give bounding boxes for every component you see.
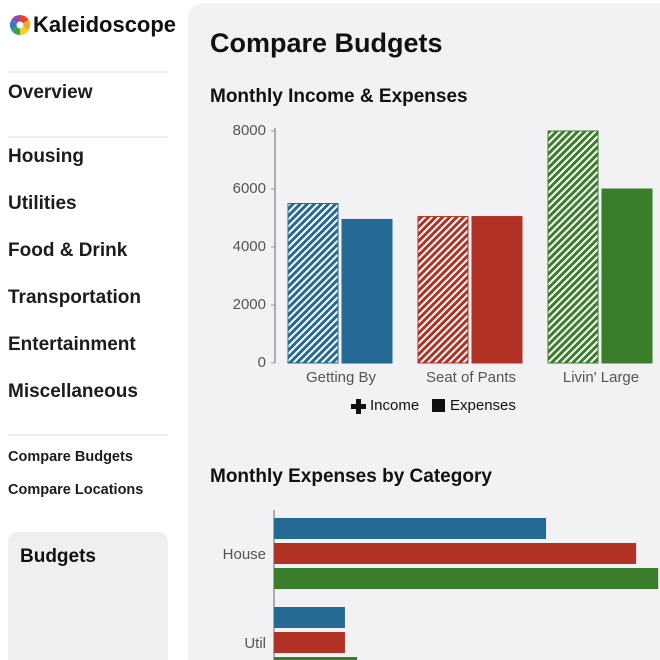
- nav-item[interactable]: Food & Drink: [8, 240, 128, 261]
- nav-item[interactable]: Housing: [8, 146, 84, 167]
- budgets-panel: [8, 532, 168, 660]
- nav-link[interactable]: Compare Locations: [8, 482, 143, 498]
- x-tick-label: Livin' Large: [563, 369, 639, 386]
- legend-icon: [432, 399, 445, 412]
- bar: [274, 607, 345, 628]
- y-tick-label: 4000: [233, 238, 266, 255]
- logo-icon: [9, 14, 31, 36]
- y-tick-label: Util: [244, 635, 266, 652]
- bar: [471, 216, 523, 364]
- nav-item[interactable]: Miscellaneous: [8, 381, 138, 402]
- sidebar: Kaleidoscope Overview Housing Utilities Fo…: [8, 12, 176, 660]
- nav-item[interactable]: Transportation: [8, 287, 141, 308]
- bar: [274, 657, 358, 660]
- bar: [417, 216, 469, 364]
- budgets-title: Budgets: [20, 546, 96, 567]
- y-tick-label: 2000: [233, 296, 266, 313]
- bar: [547, 130, 599, 364]
- page-title: Compare Budgets: [210, 28, 443, 58]
- y-tick-label: 8000: [233, 122, 266, 139]
- bar: [274, 518, 547, 539]
- nav-item[interactable]: Overview: [8, 82, 93, 103]
- y-tick-label: House: [223, 546, 266, 563]
- chart-title: Monthly Income & Expenses: [210, 86, 468, 107]
- bar: [601, 188, 653, 364]
- logo-text[interactable]: Kaleidoscope: [33, 12, 176, 37]
- nav-item[interactable]: Utilities: [8, 193, 77, 214]
- legend-label: Expenses: [450, 397, 516, 414]
- x-tick-label: Getting By: [306, 369, 377, 386]
- bar: [274, 568, 659, 589]
- y-tick-label: 0: [258, 354, 266, 371]
- bar: [274, 543, 637, 564]
- legend-icon: [351, 399, 366, 414]
- y-tick-label: 6000: [233, 180, 266, 197]
- bar: [274, 632, 345, 653]
- nav-item[interactable]: Entertainment: [8, 334, 136, 355]
- x-tick-label: Seat of Pants: [426, 369, 516, 386]
- bar: [341, 218, 393, 364]
- legend-label: Income: [370, 397, 419, 414]
- chart-title: Monthly Expenses by Category: [210, 466, 492, 487]
- nav-link[interactable]: Compare Budgets: [8, 449, 133, 465]
- bar: [287, 203, 339, 364]
